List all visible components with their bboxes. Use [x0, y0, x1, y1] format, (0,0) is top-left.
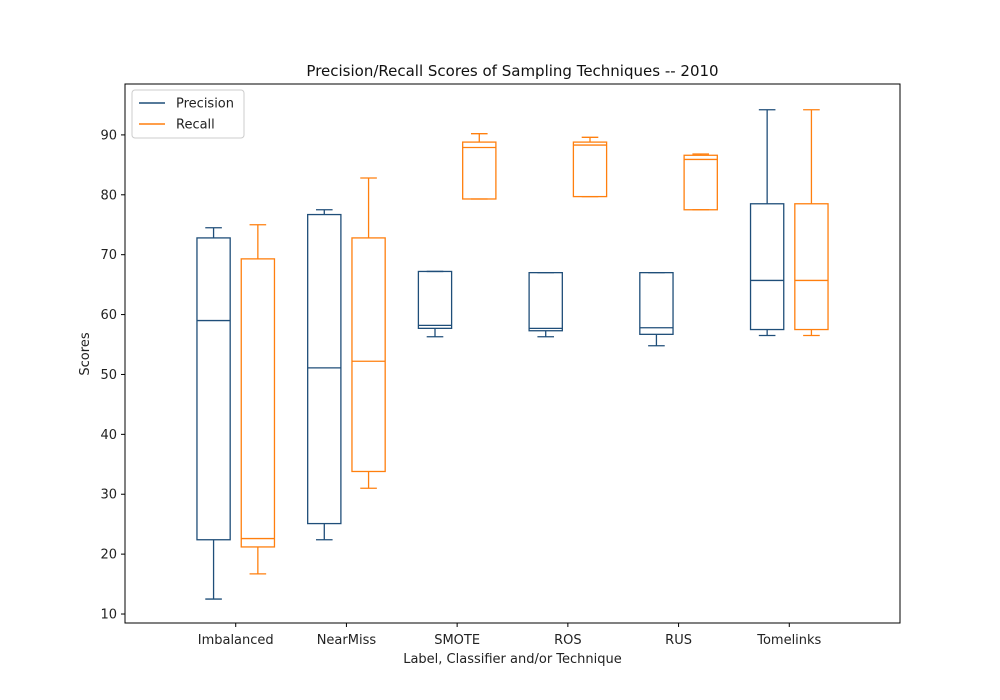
box-precision-imbalanced: [196, 227, 231, 600]
box-recall-nearmiss: [351, 177, 386, 489]
box-body: [572, 141, 608, 198]
box-body: [351, 237, 386, 473]
y-tick-label: 90: [100, 128, 117, 143]
box-body: [794, 203, 829, 331]
box-body: [639, 271, 674, 335]
x-tick-label: Tomelinks: [756, 633, 821, 648]
box-precision-nearmiss: [307, 209, 342, 541]
box-precision-rus: [639, 271, 674, 347]
x-axis-title: Label, Classifier and/or Technique: [403, 652, 622, 667]
x-tick-label: ROS: [554, 633, 582, 648]
legend-label-precision: Precision: [176, 97, 234, 112]
box-recall-tomelinks: [794, 109, 829, 337]
x-tick-label: NearMiss: [317, 633, 377, 648]
box-body: [240, 258, 276, 548]
plot-frame: [124, 83, 901, 624]
box-body: [528, 271, 563, 332]
box-body: [462, 141, 497, 200]
box-body: [196, 237, 231, 541]
box-body: [417, 270, 453, 329]
box-precision-tomelinks: [749, 109, 785, 337]
box-recall-ros: [572, 136, 608, 198]
chart-title: Precision/Recall Scores of Sampling Tech…: [306, 62, 718, 80]
box-recall-smote: [462, 133, 497, 200]
y-tick-label: 70: [100, 248, 117, 263]
y-tick-label: 80: [100, 188, 117, 203]
y-tick-label: 20: [100, 548, 117, 563]
plot-area: 10 20 30 40 50 60 70 80 90 Imbalanced NearMiss SMOT…: [100, 83, 901, 648]
y-tick-label: 50: [100, 368, 117, 383]
x-tick-label: RUS: [665, 633, 692, 648]
legend-box: [131, 89, 245, 139]
box-body: [307, 213, 342, 525]
legend: Precision Recall: [131, 89, 245, 139]
box-body: [683, 154, 718, 211]
box-recall-imbalanced: [240, 224, 276, 575]
box-recall-rus: [683, 153, 718, 211]
y-axis-title: Scores: [78, 332, 93, 375]
x-tick-label: Imbalanced: [198, 633, 274, 648]
legend-label-recall: Recall: [176, 118, 215, 133]
y-tick-label: 40: [100, 428, 117, 443]
x-tick-label: SMOTE: [434, 633, 480, 648]
box-body: [749, 203, 785, 331]
box-precision-smote: [417, 270, 453, 338]
box-precision-ros: [528, 271, 563, 338]
y-tick-label: 30: [100, 488, 117, 503]
y-tick-label: 60: [100, 308, 117, 323]
y-tick-label: 10: [100, 608, 117, 623]
